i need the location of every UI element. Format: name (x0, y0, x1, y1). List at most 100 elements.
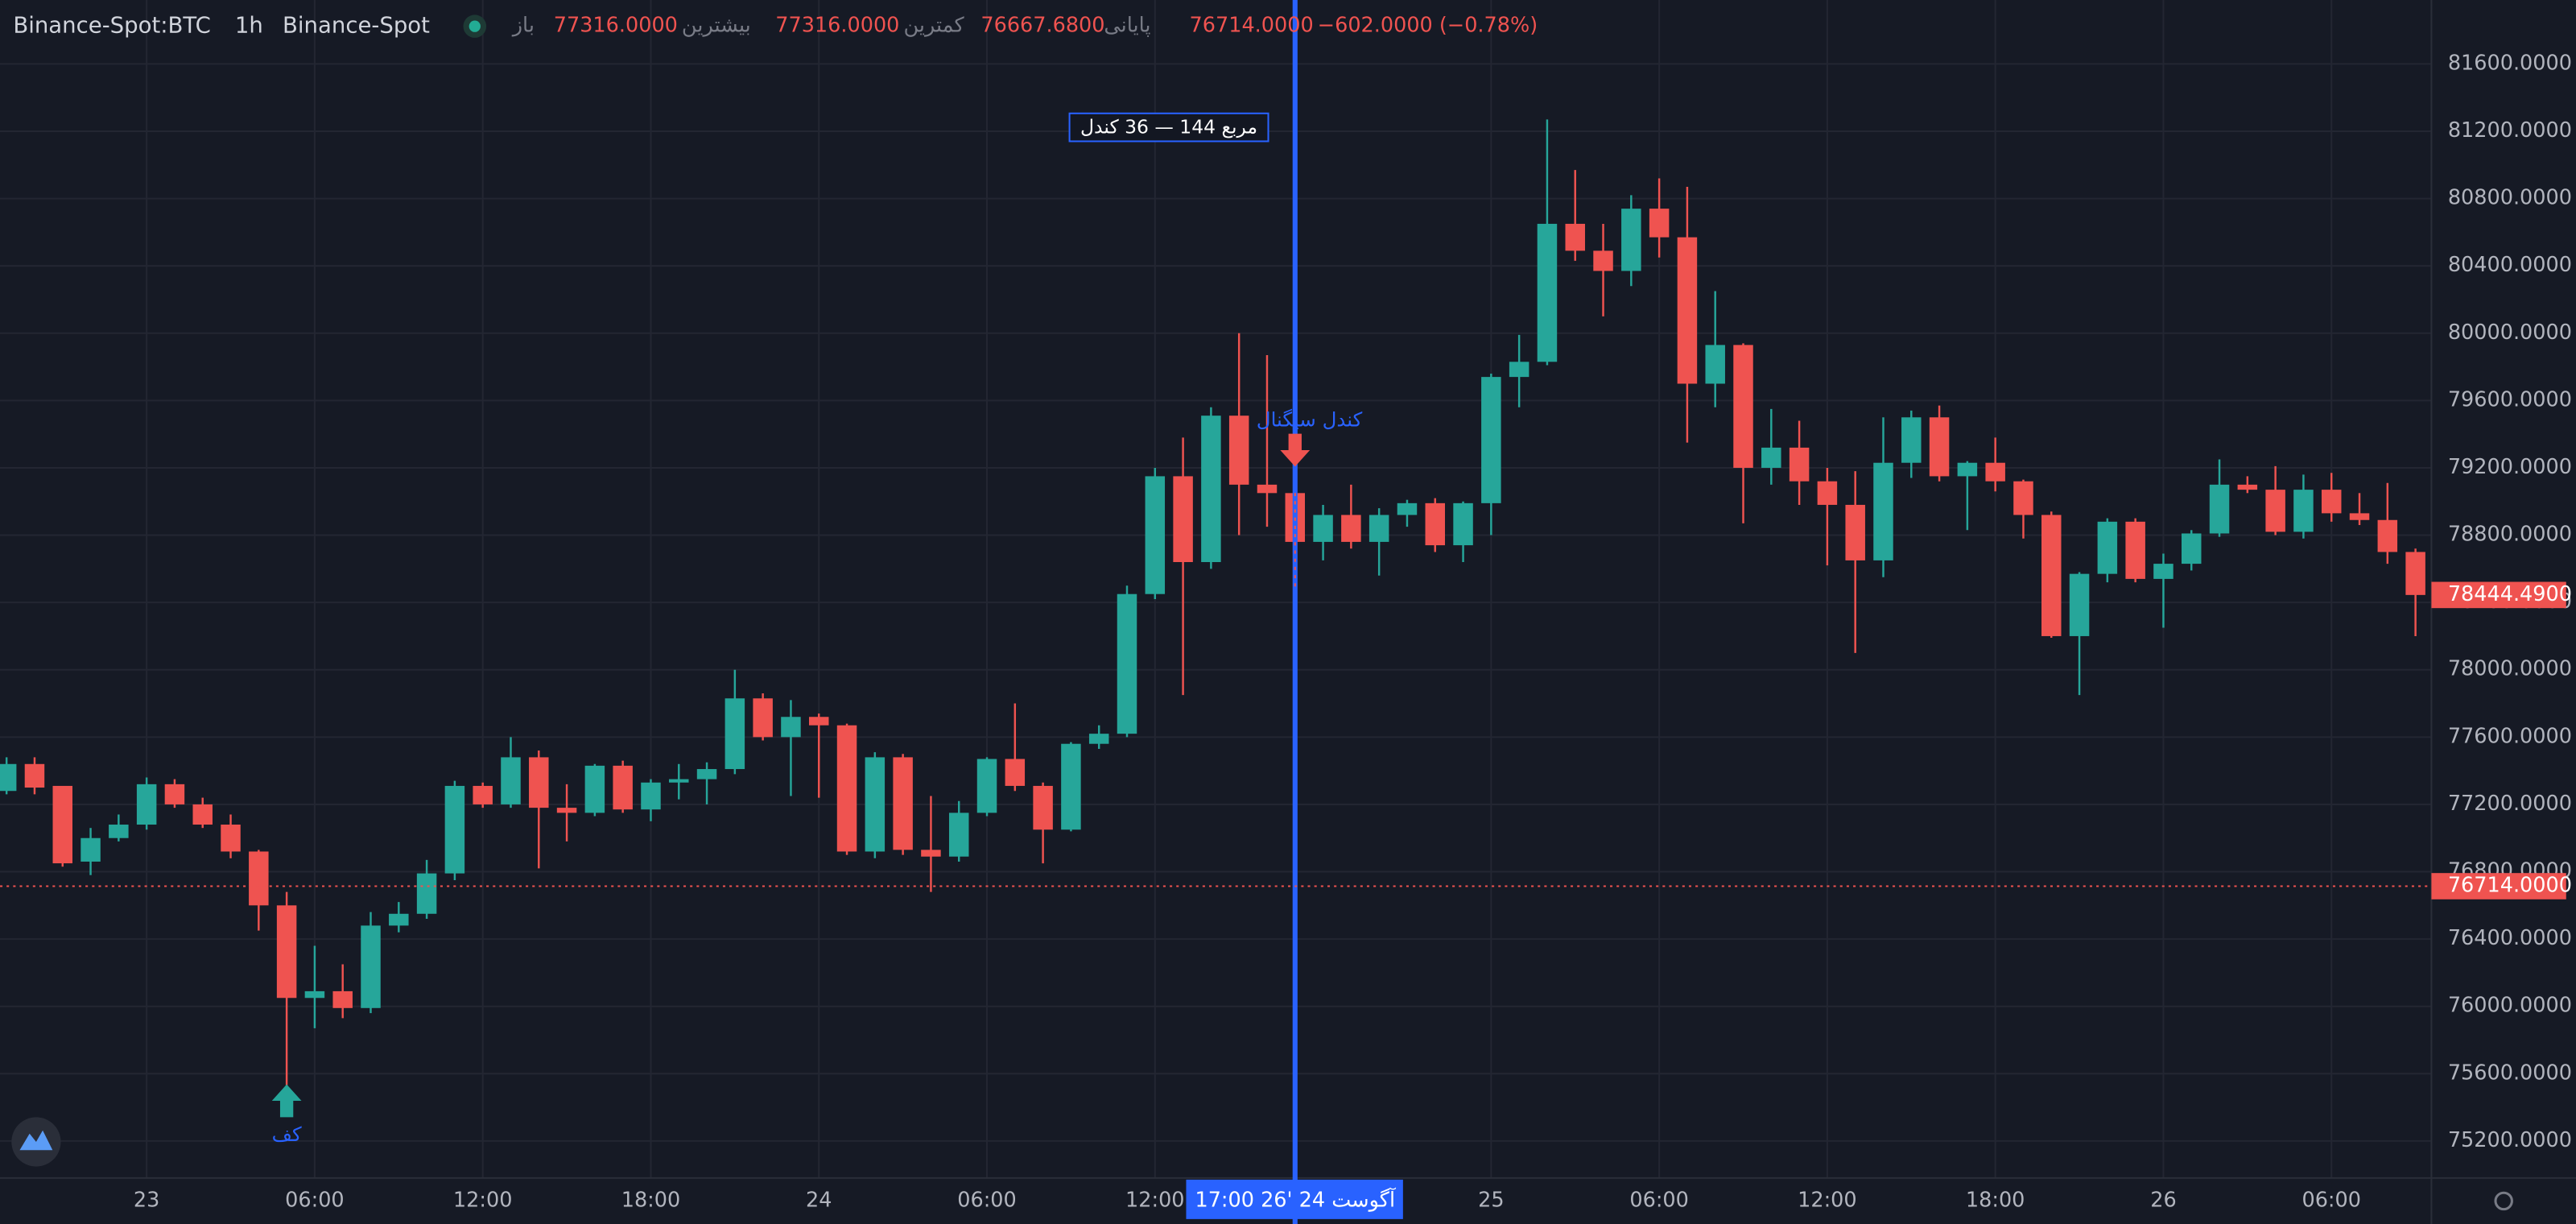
y-tick-label: 75200.0000 (2448, 1128, 2572, 1152)
candle-body (1088, 734, 1109, 744)
signal-arrow (1280, 433, 1311, 467)
candle-body (2237, 484, 2258, 490)
candle-body (1901, 417, 1922, 463)
candle-body (948, 813, 969, 857)
candle-body (1397, 502, 1418, 515)
exchange: Binance-Spot (283, 13, 430, 39)
open-value: 77316.0000 (554, 14, 678, 38)
y-tick-label: 76400.0000 (2448, 926, 2572, 950)
candle-body (1621, 209, 1641, 271)
candle-body (221, 825, 241, 852)
price-label: 78444.4900 (2448, 582, 2572, 606)
candle-body (1873, 462, 1893, 560)
candle-body (52, 785, 72, 864)
candle-body (696, 769, 717, 779)
candle-body (584, 765, 605, 813)
candle-body (276, 905, 297, 999)
x-tick-label: 18:00 (1966, 1188, 2025, 1212)
low-label: کمترین (903, 14, 964, 38)
candle-body (1117, 593, 1137, 734)
candle-body (361, 925, 381, 1008)
x-tick-label: 06:00 (285, 1188, 345, 1212)
candle-body (136, 784, 157, 825)
y-tick-label: 80800.0000 (2448, 186, 2572, 210)
candle-body (1453, 502, 1473, 546)
interval[interactable]: 1h (235, 13, 263, 39)
x-tick-label: 23 (134, 1188, 159, 1212)
candle-body (2265, 490, 2285, 532)
candle-body (1425, 502, 1445, 546)
candle-body (2377, 519, 2398, 552)
candle-body (1649, 209, 1670, 238)
candle-body (976, 759, 997, 813)
candle-body (1565, 223, 1585, 251)
candle-body (2293, 490, 2314, 532)
candle-body (1341, 515, 1361, 542)
settings-icon[interactable] (2494, 1191, 2513, 1211)
candle-body (192, 804, 213, 825)
candle-body (2182, 533, 2202, 564)
symbol[interactable]: Binance-Spot:BTC (13, 13, 211, 39)
candle-body (2321, 490, 2342, 514)
bottom-arrow (271, 1084, 302, 1118)
x-tick-label: 12:00 (1798, 1188, 1857, 1212)
logo-mark (19, 1130, 53, 1151)
candle-body (444, 785, 465, 874)
candle-body (109, 825, 129, 838)
candle-body (893, 757, 913, 850)
candle-body (332, 990, 353, 1008)
candle-body (529, 757, 549, 808)
price-label: 76714.0000 (2448, 874, 2572, 898)
candle-body (1257, 484, 1278, 494)
candle-body (641, 782, 661, 810)
candle-body (1201, 416, 1221, 562)
candle-body (2041, 515, 2062, 636)
price-label-box (2431, 873, 2566, 899)
candle-body (2097, 521, 2118, 574)
candle-body (1537, 223, 1558, 362)
candle-body (1677, 237, 1698, 384)
change-value: −602.0000 (−0.78%) (1318, 14, 1538, 38)
x-tick-label: 06:00 (957, 1188, 1017, 1212)
x-tick-label: 26 (2150, 1188, 2176, 1212)
candle-body (1705, 345, 1725, 384)
candle-body (753, 698, 773, 738)
y-tick-label: 81200.0000 (2448, 118, 2572, 143)
open-label: باز (511, 14, 535, 38)
candle-body (724, 698, 745, 770)
x-tick-label: 24 (806, 1188, 832, 1212)
candle-body (1173, 476, 1193, 562)
candle-body (1228, 416, 1249, 485)
candle-body (2153, 564, 2174, 579)
candle-body (836, 725, 857, 852)
y-tick-label: 77600.0000 (2448, 724, 2572, 748)
y-tick-label: 77200.0000 (2448, 792, 2572, 816)
candle-body (304, 990, 325, 999)
x-tick-label: 12:00 (1125, 1188, 1185, 1212)
high-label: بیشترین (682, 14, 751, 38)
y-tick-label: 79200.0000 (2448, 455, 2572, 479)
candle-body (2349, 513, 2370, 520)
candle-body (1313, 515, 1333, 542)
crosshair-label: 17:00 26' آگوست 24 (1195, 1187, 1396, 1212)
candle-body (865, 757, 886, 852)
candle-body (556, 808, 577, 813)
x-tick-label: 06:00 (2301, 1188, 2361, 1212)
y-tick-label: 81600.0000 (2448, 51, 2572, 75)
y-tick-label: 80400.0000 (2448, 253, 2572, 277)
candle-body (1593, 250, 1613, 271)
candle-body (24, 763, 45, 788)
candle-body (2125, 521, 2145, 579)
y-tick-label: 80000.0000 (2448, 320, 2572, 345)
candle-body (0, 763, 17, 792)
candle-body (2013, 481, 2033, 515)
crosshair-label-box (1186, 1179, 1403, 1219)
high-value: 77316.0000 (775, 14, 899, 38)
annotation-box (1068, 112, 1269, 143)
x-tick-label: 18:00 (621, 1188, 681, 1212)
candle-body (1145, 476, 1166, 594)
candle-body (1761, 447, 1781, 468)
candle-body (1509, 362, 1530, 378)
